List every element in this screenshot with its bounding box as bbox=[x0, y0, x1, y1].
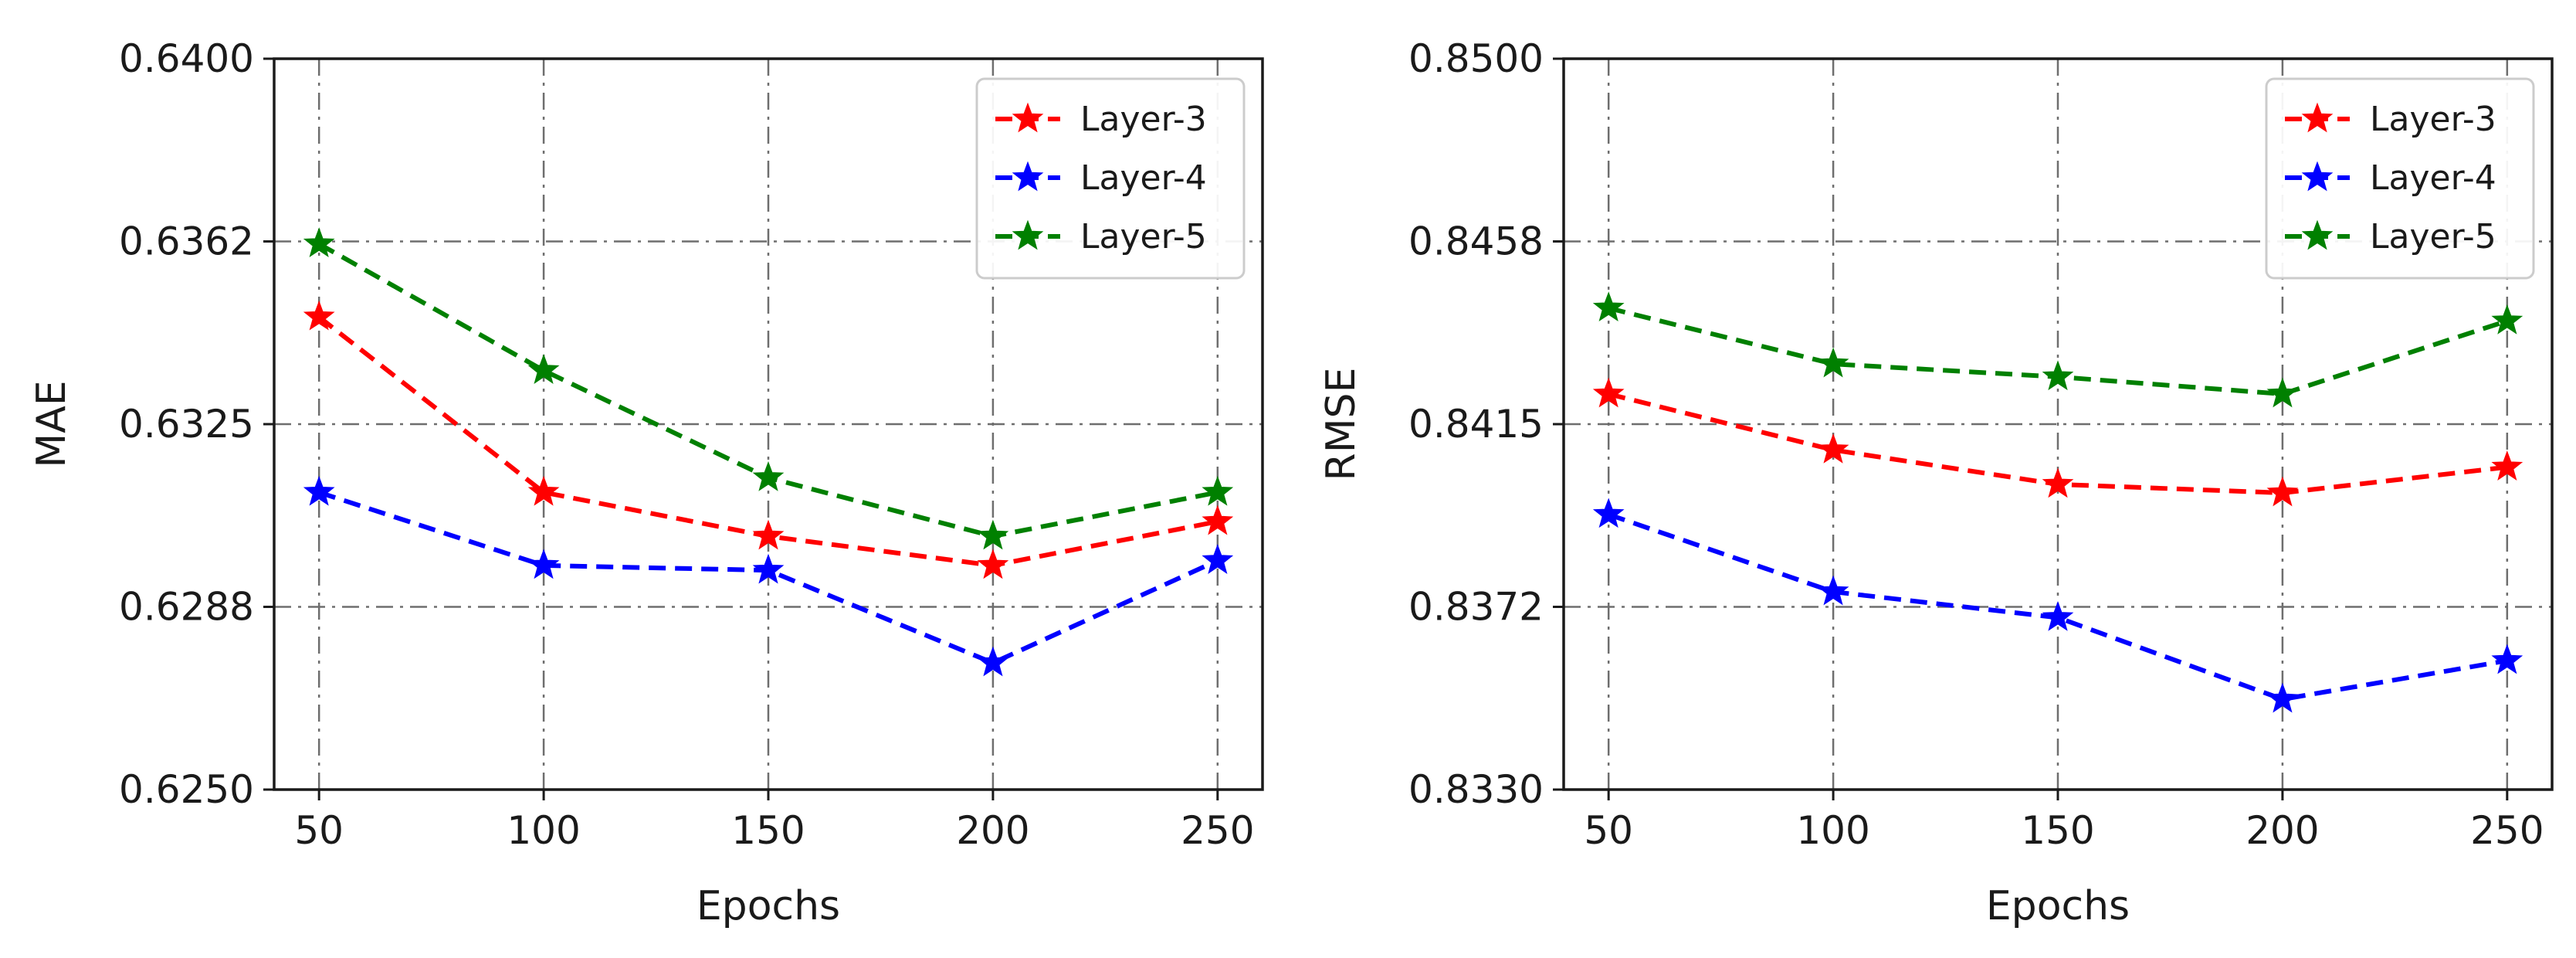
chart-1-series-layer-3-point-50 bbox=[303, 300, 335, 331]
chart-2-legend-marker-layer-5 bbox=[2301, 219, 2334, 250]
chart-2-series-layer-3-point-200 bbox=[2266, 476, 2299, 507]
chart-2-ytick-label: 0.8415 bbox=[1408, 402, 1544, 447]
chart-2-series-layer-4-point-250 bbox=[2491, 644, 2523, 674]
chart-1-legend-marker-layer-4 bbox=[1012, 161, 1044, 192]
chart-2-series-layer-3-point-150 bbox=[2042, 467, 2074, 498]
chart-1-legend-marker-layer-5 bbox=[1012, 219, 1044, 250]
chart-1-series-layer-5-point-150 bbox=[752, 460, 785, 491]
chart-1-legend: Layer-3 Layer-4 Layer-5 bbox=[975, 77, 1246, 280]
chart-1-series-layer-3-point-150 bbox=[752, 519, 785, 550]
chart-2-series-layer-3-point-50 bbox=[1592, 377, 1625, 408]
chart-2-ytick-label: 0.8330 bbox=[1408, 767, 1544, 812]
chart-1-series-layer-3-point-250 bbox=[1202, 504, 1234, 535]
chart-2-xtick-label: 250 bbox=[2470, 808, 2544, 853]
chart-2-series-layer-5-point-200 bbox=[2266, 377, 2299, 408]
chart-1-ytick-label: 0.6250 bbox=[119, 767, 254, 812]
chart-1-series-layer-4-point-100 bbox=[527, 549, 560, 579]
chart-1-series-layer-5-point-200 bbox=[977, 519, 1009, 550]
chart-1-series-layer-4-point-50 bbox=[303, 475, 335, 506]
chart-1-ytick-label: 0.6362 bbox=[119, 219, 254, 264]
chart-2: 0.8330 0.8372 0.8415 0.8458 0.8500 50 100 150 20… bbox=[1318, 36, 2554, 929]
chart-1: 0.6250 0.6288 0.6325 0.6362 0.6400 50 100 150 20… bbox=[29, 36, 1264, 929]
chart-1-ytick-label: 0.6400 bbox=[119, 36, 254, 81]
chart-2-ytick-label: 0.8500 bbox=[1408, 36, 1544, 81]
chart-1-legend-label-layer-5: Layer-5 bbox=[1080, 217, 1207, 256]
chart-1-series-layer-5-point-50 bbox=[303, 227, 335, 257]
chart-1-xtick-label: 250 bbox=[1181, 808, 1254, 853]
chart-2-legend-label-layer-5: Layer-5 bbox=[2370, 217, 2496, 256]
chart-2-series-layer-5-point-100 bbox=[1817, 347, 1849, 378]
chart-2-series-layer-4-point-100 bbox=[1817, 575, 1849, 606]
chart-1-ytick-label: 0.6325 bbox=[119, 402, 254, 447]
chart-1-series-layer-4-point-250 bbox=[1202, 544, 1234, 574]
chart-1-series-layer-4-point-150 bbox=[752, 553, 785, 584]
chart-2-xtick-label: 100 bbox=[1796, 808, 1869, 853]
chart-1-xtick-label: 150 bbox=[731, 808, 805, 853]
chart-2-series-layer-3-point-250 bbox=[2491, 450, 2523, 481]
chart-2-series-layer-5-point-50 bbox=[1592, 291, 1625, 322]
chart-2-x-axis-title: Epochs bbox=[1986, 883, 2130, 929]
chart-2-series-layer-4-point-150 bbox=[2042, 600, 2074, 631]
chart-1-xtick-label: 100 bbox=[507, 808, 580, 853]
chart-2-series-layer-4-point-50 bbox=[1592, 498, 1625, 528]
chart-2-legend-label-layer-3: Layer-3 bbox=[2370, 100, 2496, 139]
chart-1-x-axis-title: Epochs bbox=[697, 883, 840, 929]
chart-1-series-layer-5-point-100 bbox=[527, 354, 560, 384]
chart-1-legend-label-layer-4: Layer-4 bbox=[1080, 158, 1207, 198]
chart-2-y-axis-title: RMSE bbox=[1318, 368, 1364, 481]
chart-2-series-layer-5-point-150 bbox=[2042, 360, 2074, 391]
chart-2-legend-label-layer-4: Layer-4 bbox=[2370, 158, 2496, 198]
chart-2-legend: Layer-3 Layer-4 Layer-5 bbox=[2265, 77, 2535, 280]
chart-1-legend-box bbox=[975, 77, 1246, 280]
chart-2-ytick-label: 0.8372 bbox=[1408, 585, 1544, 630]
chart-2-series-layer-5-point-250 bbox=[2491, 304, 2523, 335]
chart-1-series-layer-4-point-200 bbox=[977, 646, 1009, 677]
chart-1-xtick-label: 50 bbox=[294, 808, 344, 853]
chart-2-xtick-label: 200 bbox=[2246, 808, 2319, 853]
chart-2-xtick-label: 150 bbox=[2021, 808, 2094, 853]
chart-1-xtick-label: 200 bbox=[956, 808, 1029, 853]
chart-2-legend-marker-layer-4 bbox=[2301, 161, 2334, 192]
chart-2-series-layer-4-point-200 bbox=[2266, 682, 2299, 713]
chart-1-series-layer-3-point-100 bbox=[527, 475, 560, 506]
chart-2-series-layer-3-point-100 bbox=[1817, 433, 1849, 464]
chart-1-series-layer-5-point-250 bbox=[1202, 475, 1234, 506]
chart-1-ytick-label: 0.6288 bbox=[119, 585, 254, 630]
chart-1-series-layer-3-point-200 bbox=[977, 549, 1009, 579]
chart-1-legend-marker-layer-3 bbox=[1012, 102, 1044, 133]
chart-2-series-layer-4-line bbox=[1608, 512, 2508, 702]
chart-2-legend-box bbox=[2265, 77, 2535, 280]
chart-1-y-axis-title: MAE bbox=[29, 380, 75, 467]
chart-2-xtick-label: 50 bbox=[1584, 808, 1633, 853]
chart-1-legend-label-layer-3: Layer-3 bbox=[1080, 100, 1207, 139]
chart-2-legend-marker-layer-3 bbox=[2301, 102, 2334, 133]
chart-2-ytick-label: 0.8458 bbox=[1408, 219, 1544, 264]
